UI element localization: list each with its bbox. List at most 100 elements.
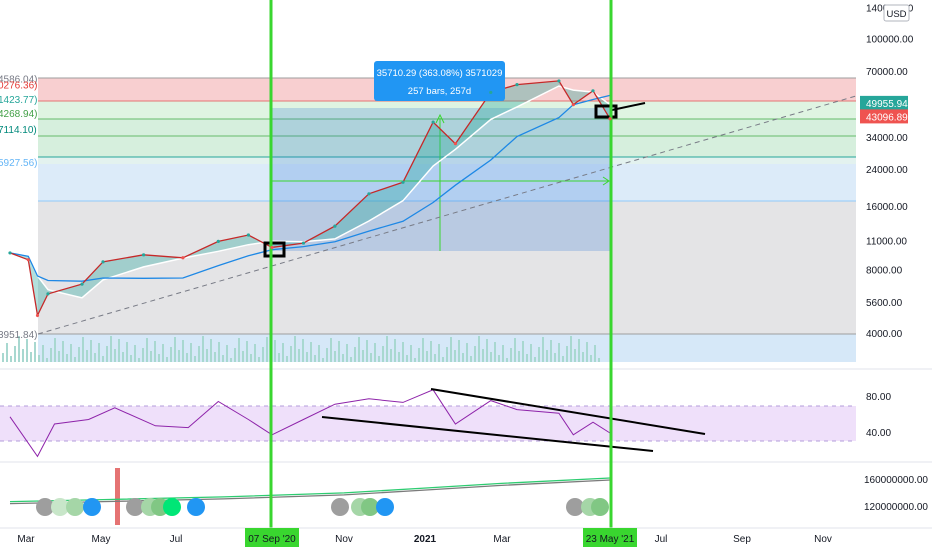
- volume-bar: [86, 350, 88, 362]
- volume-bar: [238, 338, 240, 362]
- volume-bar: [594, 345, 596, 362]
- fib-level-label: 7114.10): [0, 125, 37, 136]
- fib-level-label: 1423.77): [0, 95, 37, 106]
- volume-bar: [218, 342, 220, 362]
- volume-bar: [458, 340, 460, 362]
- price-point: [591, 89, 595, 93]
- fib-band-green: [38, 119, 856, 157]
- rsi-trendline-lower[interactable]: [321, 416, 654, 452]
- price-point: [333, 224, 337, 228]
- volume-bar: [174, 337, 176, 362]
- volume-bar: [110, 336, 112, 362]
- volume-bar: [158, 354, 160, 362]
- price-badge-label: 43096.89: [866, 112, 908, 123]
- indicator-tick-label: 120000000.00: [864, 502, 928, 513]
- volume-bar: [138, 358, 140, 362]
- volume-bar: [70, 344, 72, 362]
- price-point: [8, 251, 12, 255]
- volume-bar: [538, 347, 540, 362]
- volume-bar: [394, 339, 396, 362]
- x-axis: Mar May Jul Nov 2021 Mar Jul Sep Nov: [17, 534, 832, 545]
- price-badge-label: 49955.94: [866, 99, 908, 110]
- volume-bar: [194, 356, 196, 362]
- volume-bar: [370, 353, 372, 362]
- volume-bar: [510, 348, 512, 362]
- volume-bar: [562, 356, 564, 362]
- volume-bar: [322, 358, 324, 362]
- volume-bar: [214, 352, 216, 362]
- entry-marker[interactable]: [263, 241, 286, 258]
- volume-bar: [410, 345, 412, 362]
- measure-box[interactable]: [272, 108, 610, 251]
- volume-bar: [22, 349, 24, 362]
- volume-bar: [542, 337, 544, 362]
- fib-level-label: 5927.56): [0, 158, 37, 169]
- volume-bar: [186, 353, 188, 362]
- volume-bar: [38, 355, 40, 362]
- x-tick-label: 2021: [414, 534, 437, 545]
- exit-trendline[interactable]: [611, 102, 646, 111]
- volume-bar: [98, 343, 100, 362]
- indicator-axis: 160000000.00 120000000.00: [864, 475, 928, 513]
- exit-marker[interactable]: [594, 104, 618, 119]
- fib-level-label: 4268.94): [0, 109, 37, 120]
- volume-bar: [118, 339, 120, 362]
- volume-bar: [590, 355, 592, 362]
- volume-bar: [406, 355, 408, 362]
- volume-bar: [398, 352, 400, 362]
- volume-bar: [302, 339, 304, 362]
- volume-bar: [154, 341, 156, 362]
- volume-bar: [178, 350, 180, 362]
- price-point: [46, 292, 50, 296]
- x-tick-label: Jul: [170, 534, 183, 545]
- rsi-axis: 80.00 40.00: [866, 392, 891, 439]
- fib-band-blue: [38, 164, 856, 201]
- date-highlight-start: 07 Sep '20: [245, 528, 299, 547]
- volume-bar: [570, 336, 572, 362]
- volume-bar: [522, 341, 524, 362]
- currency-badge[interactable]: USD: [883, 4, 910, 22]
- volume-bar: [210, 339, 212, 362]
- volume-bar: [462, 353, 464, 362]
- x-tick-label: May: [92, 534, 111, 545]
- x-tick-label: Mar: [493, 534, 511, 545]
- volume-bar: [78, 347, 80, 362]
- volume-bar: [274, 340, 276, 362]
- price-tick-label: 34000.00: [866, 133, 908, 144]
- tooltip-line-2: 257 bars, 257d: [408, 86, 471, 97]
- rsi-trendline-upper[interactable]: [430, 388, 706, 435]
- volume-bar: [62, 341, 64, 362]
- volume-bar: [262, 347, 264, 362]
- volume-bar: [574, 349, 576, 362]
- price-point: [35, 313, 40, 318]
- volume-bar: [586, 342, 588, 362]
- dashed-trendline[interactable]: [37, 95, 857, 335]
- volume-bar: [54, 338, 56, 362]
- volume-bar: [450, 337, 452, 362]
- volume-bar: [554, 353, 556, 362]
- volume-bar: [526, 354, 528, 362]
- price-point: [453, 142, 458, 146]
- fib-bands: [38, 78, 856, 362]
- volume-bar: [18, 336, 20, 362]
- volume-bar: [422, 338, 424, 362]
- volume-bar: [530, 344, 532, 362]
- volume-bar: [358, 337, 360, 362]
- volume-bar: [558, 343, 560, 362]
- indicator-dots: [36, 498, 609, 516]
- volume-bar: [598, 358, 600, 362]
- volume-bar: [10, 356, 12, 362]
- price-point: [367, 192, 371, 196]
- volume-bar: [286, 356, 288, 362]
- volume-bar: [150, 351, 152, 362]
- indicator-line-green: [9, 477, 611, 503]
- volume-bar: [430, 341, 432, 362]
- price-point: [181, 256, 185, 260]
- volume-bar: [470, 356, 472, 362]
- volume-bar: [14, 346, 16, 362]
- volume-bars: [2, 336, 600, 362]
- volume-bar: [66, 354, 68, 362]
- fib-band-upper-green: [38, 101, 856, 119]
